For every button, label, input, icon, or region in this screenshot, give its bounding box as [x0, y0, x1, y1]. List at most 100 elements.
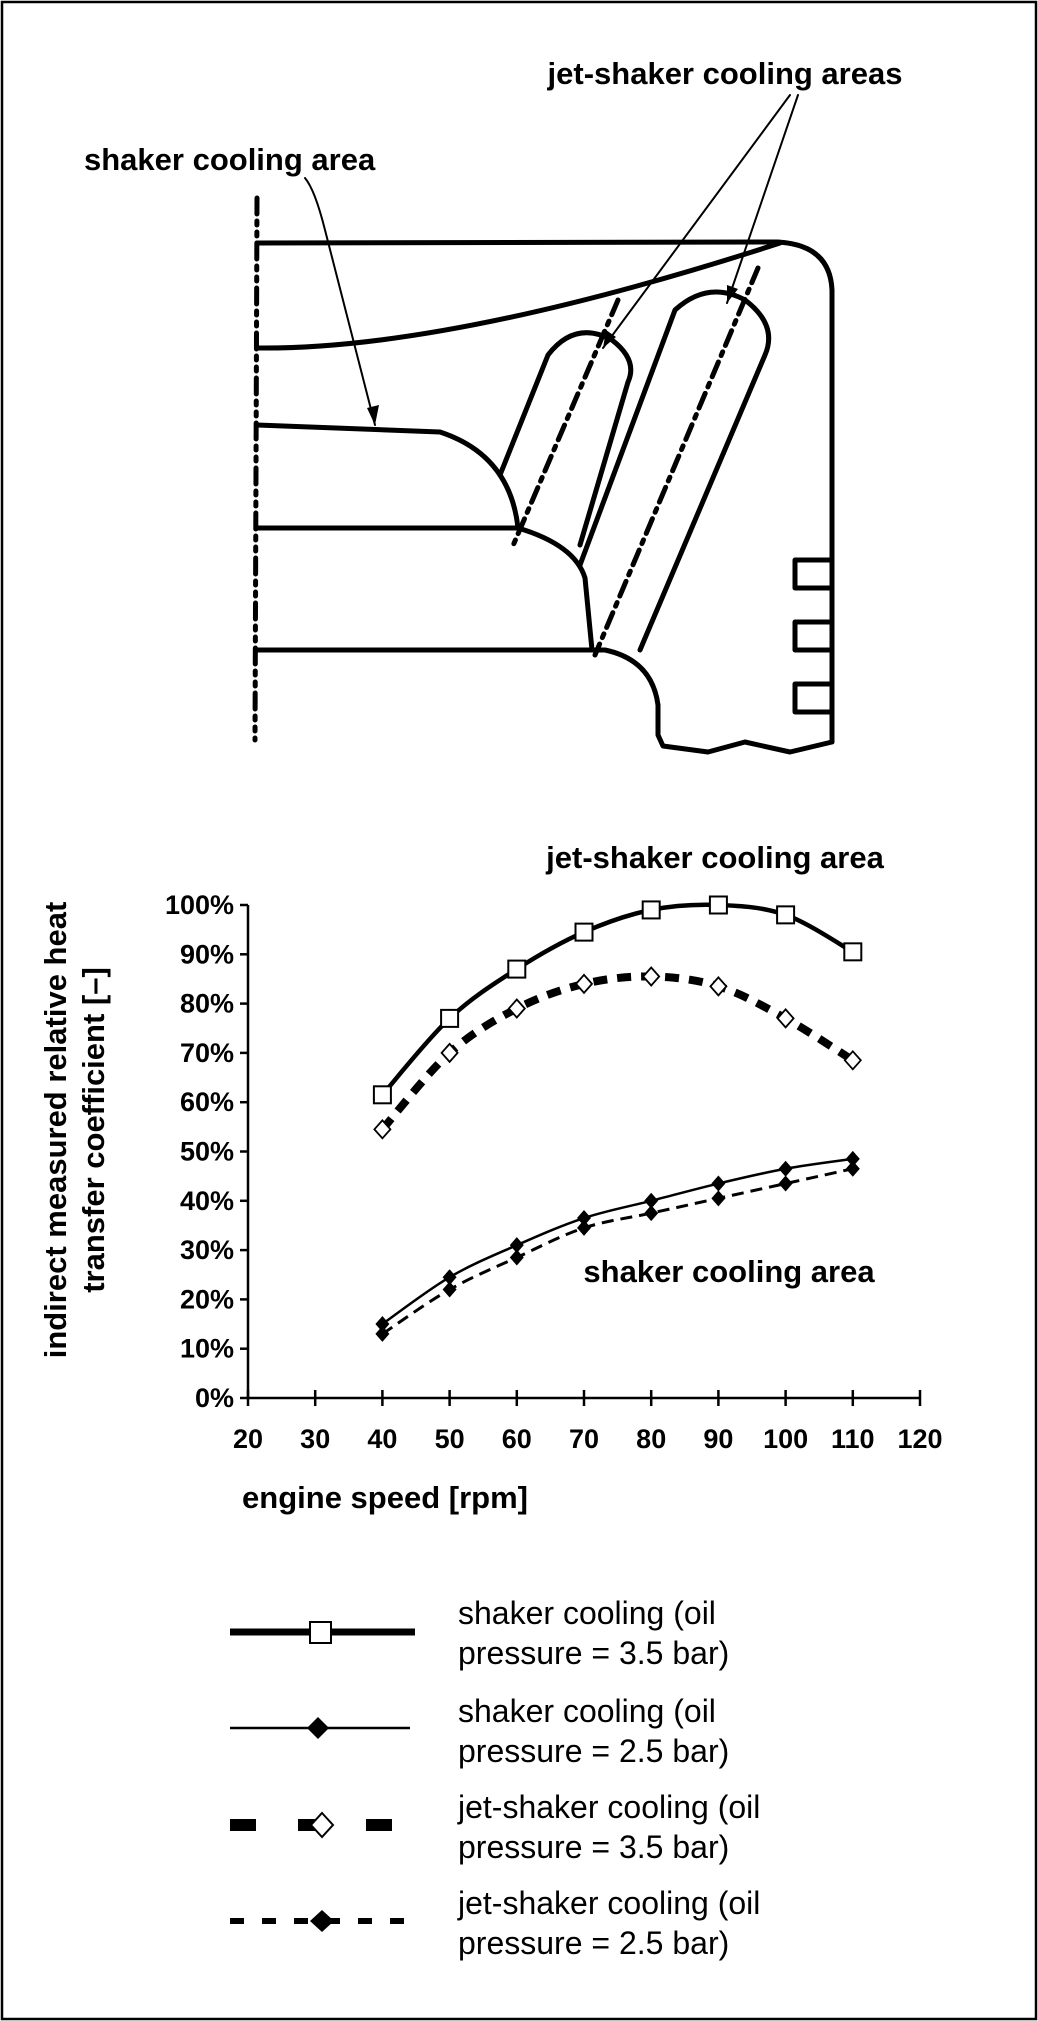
- data-point-series-3: [574, 973, 594, 995]
- x-tick-label: 110: [831, 1424, 875, 1454]
- data-point-series-3: [373, 1118, 392, 1140]
- data-point-series-3: [709, 975, 728, 997]
- piston-centerline: [252, 195, 260, 743]
- data-point-series-2: [577, 1210, 591, 1227]
- legend-text-4b: pressure = 2.5 bar): [458, 1925, 729, 1961]
- legend-marker-2: [307, 1717, 329, 1739]
- series-line-4: [381, 1167, 854, 1336]
- data-point-series-1: [776, 905, 796, 925]
- data-point-series-1: [372, 1085, 392, 1105]
- x-axis-label: engine speed [rpm]: [242, 1480, 528, 1515]
- y-tick-label: 10%: [180, 1334, 234, 1364]
- y-tick-label: 100%: [165, 890, 234, 920]
- y-tick-label: 70%: [180, 1038, 234, 1068]
- x-tick-label: 50: [435, 1424, 465, 1454]
- data-point-series-2: [778, 1160, 793, 1177]
- data-point-series-1: [708, 895, 728, 915]
- legend-entry-3: jet-shaker cooling (oil pressure = 3.5 b…: [230, 1789, 760, 1865]
- gallery-left-axis: [509, 297, 621, 551]
- data-point-series-4: [442, 1281, 457, 1298]
- x-tick-label: 60: [502, 1424, 532, 1454]
- arrow-shaker: [304, 177, 376, 426]
- data-point-series-4: [711, 1190, 726, 1207]
- legend-entry-4: jet-shaker cooling (oil pressure = 2.5 b…: [230, 1885, 760, 1961]
- data-point-series-2: [711, 1175, 726, 1192]
- data-point-series-1: [507, 959, 527, 979]
- legend-marker-1: [309, 1621, 332, 1644]
- gallery-left: [497, 330, 634, 548]
- legend-text-1b: pressure = 3.5 bar): [458, 1635, 729, 1671]
- data-point-series-2: [644, 1192, 659, 1209]
- legend-text-2a: shaker cooling (oil: [458, 1693, 716, 1729]
- data-point-series-1: [641, 900, 661, 920]
- y-tick-label: 40%: [180, 1186, 234, 1216]
- rib-line: [254, 525, 595, 653]
- series-line-1: [380, 902, 854, 1097]
- y-tick-label: 0%: [195, 1383, 234, 1413]
- shaker-wall: [254, 422, 521, 531]
- annotation-shaker: shaker cooling area: [583, 1254, 875, 1289]
- data-point-series-2: [845, 1150, 860, 1167]
- legend: shaker cooling (oil pressure = 3.5 bar) …: [230, 1595, 760, 1961]
- data-point-series-4: [509, 1249, 524, 1266]
- arrowhead-jet-shaker-left: [603, 330, 616, 348]
- y-tick-labels: 0% 10% 20% 30% 40% 50% 60% 70% 80% 90% 100%: [165, 890, 234, 1413]
- arrow-jet-shaker-left: [602, 94, 791, 349]
- crown-curve: [254, 240, 783, 351]
- data-point-series-3: [440, 1042, 459, 1064]
- y-tick-label: 80%: [180, 989, 234, 1019]
- arrowhead-jet-shaker-right: [727, 285, 738, 303]
- legend-marker-3: [309, 1811, 335, 1839]
- chart-axes: [240, 903, 922, 1406]
- diagram-label-jet-shaker: jet-shaker cooling areas: [547, 56, 903, 91]
- y-tick-label: 50%: [180, 1137, 234, 1167]
- ring-grooves: [792, 557, 835, 715]
- y-tick-label: 20%: [180, 1284, 234, 1314]
- legend-text-3a: jet-shaker cooling (oil: [457, 1789, 760, 1825]
- x-tick-label: 70: [569, 1424, 599, 1454]
- data-point-series-3: [641, 966, 661, 987]
- data-point-series-3: [776, 1008, 795, 1029]
- x-tick-label: 90: [703, 1424, 733, 1454]
- series-markers: [372, 895, 863, 1342]
- data-point-series-2: [509, 1237, 524, 1254]
- data-point-series-2: [375, 1316, 390, 1333]
- data-point-series-3: [843, 1049, 863, 1071]
- data-point-series-1: [574, 922, 594, 942]
- legend-entry-1: shaker cooling (oil pressure = 3.5 bar): [230, 1595, 729, 1671]
- data-point-series-4: [644, 1205, 659, 1222]
- legend-text-4a: jet-shaker cooling (oil: [457, 1885, 760, 1921]
- data-point-series-3: [507, 998, 527, 1019]
- y-tick-label: 60%: [180, 1087, 234, 1117]
- data-point-series-1: [440, 1008, 460, 1028]
- x-tick-label: 40: [367, 1424, 397, 1454]
- piston-outline: [254, 239, 835, 755]
- x-tick-label: 20: [233, 1424, 263, 1454]
- legend-text-2b: pressure = 2.5 bar): [458, 1733, 729, 1769]
- data-point-series-2: [442, 1269, 457, 1286]
- x-tick-label: 30: [300, 1424, 330, 1454]
- y-axis-label-line-1: indirect measured relative heat: [38, 902, 73, 1359]
- y-tick-label: 90%: [180, 939, 234, 969]
- data-point-series-4: [845, 1160, 860, 1177]
- y-tick-label: 30%: [180, 1235, 234, 1265]
- legend-entry-2: shaker cooling (oil pressure = 2.5 bar): [230, 1693, 729, 1769]
- diagram-label-shaker: shaker cooling area: [84, 142, 376, 177]
- x-tick-labels: 20 30 40 50 60 70 80 90 100 110 120: [233, 1424, 943, 1454]
- data-point-series-1: [843, 942, 863, 962]
- arrowhead-shaker: [367, 405, 379, 425]
- gallery-right-axis: [592, 265, 761, 658]
- data-point-series-4: [577, 1219, 591, 1236]
- data-point-series-4: [778, 1175, 793, 1192]
- legend-text-1a: shaker cooling (oil: [458, 1595, 716, 1631]
- arrow-jet-shaker-right: [726, 94, 799, 304]
- chart: 0% 10% 20% 30% 40% 50% 60% 70% 80% 90% 100% 20 30 40…: [165, 890, 943, 1454]
- y-axis-label-line-2: transfer coefficient [–]: [76, 967, 111, 1293]
- piston-diagram: [252, 94, 835, 755]
- x-tick-label: 120: [897, 1424, 942, 1454]
- annotation-jet-shaker: jet-shaker cooling area: [545, 840, 884, 875]
- legend-marker-4: [310, 1910, 334, 1932]
